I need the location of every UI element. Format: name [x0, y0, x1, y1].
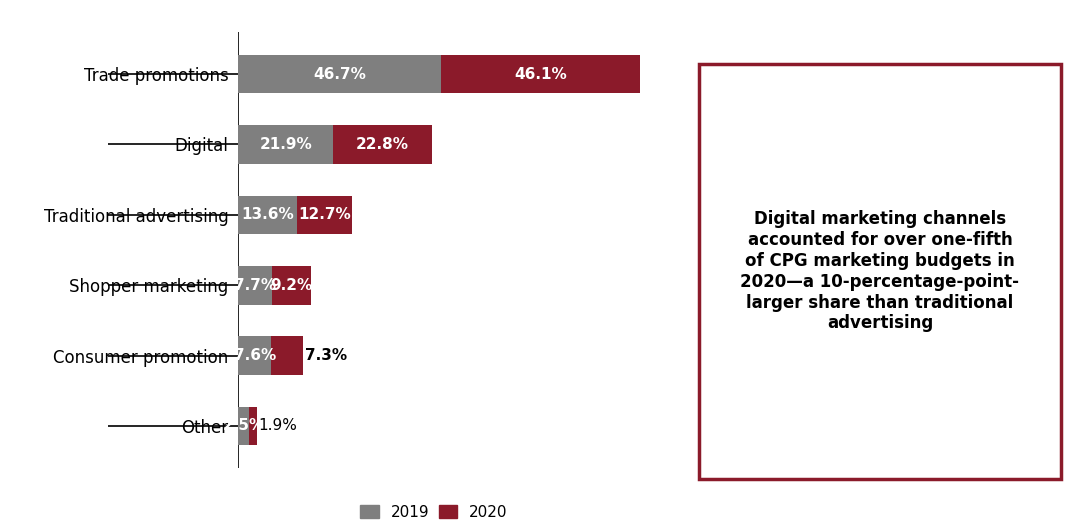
Bar: [271, 336, 303, 375]
Bar: [238, 125, 334, 164]
Text: 7.3%: 7.3%: [304, 348, 347, 363]
Bar: [238, 266, 272, 304]
Text: 2.5%: 2.5%: [222, 419, 265, 434]
Bar: [238, 195, 297, 234]
Text: Digital marketing channels
accounted for over one-fifth
of CPG marketing budgets: Digital marketing channels accounted for…: [741, 210, 1019, 332]
Bar: [334, 125, 432, 164]
Bar: [441, 55, 640, 94]
Bar: [297, 195, 352, 234]
Bar: [272, 266, 312, 304]
Text: 22.8%: 22.8%: [356, 137, 409, 152]
Text: 7.7%: 7.7%: [234, 278, 276, 293]
Text: 13.6%: 13.6%: [242, 207, 295, 222]
Text: 21.9%: 21.9%: [259, 137, 312, 152]
Text: 46.1%: 46.1%: [514, 66, 566, 81]
Bar: [249, 406, 258, 445]
Bar: [238, 336, 271, 375]
Text: 12.7%: 12.7%: [298, 207, 351, 222]
Bar: [238, 55, 441, 94]
Text: 1.9%: 1.9%: [259, 419, 298, 434]
Text: 46.7%: 46.7%: [313, 66, 366, 81]
Text: 9.2%: 9.2%: [271, 278, 313, 293]
Bar: [238, 406, 249, 445]
Legend: 2019, 2020: 2019, 2020: [354, 498, 513, 526]
Text: 7.6%: 7.6%: [234, 348, 276, 363]
